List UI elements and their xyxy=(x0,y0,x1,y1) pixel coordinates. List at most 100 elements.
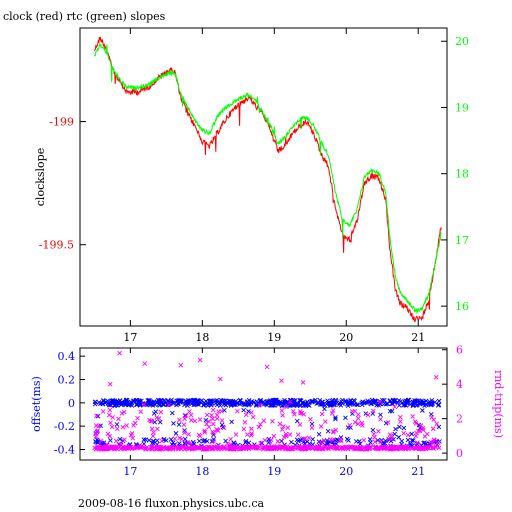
scatter-point xyxy=(401,402,406,408)
top-x-tick-label: 19 xyxy=(267,331,281,344)
scatter-point xyxy=(208,402,214,407)
scatter-point xyxy=(333,398,339,404)
scatter-point xyxy=(401,430,406,436)
scatter-point xyxy=(157,446,163,452)
scatter-point xyxy=(292,400,297,405)
scatter-point xyxy=(187,440,193,446)
top-panel: 17 18 19 20 21 -199 -199.5 16 17 18 19 20 clockslope xyxy=(34,27,469,344)
scatter-point xyxy=(337,400,343,406)
scatter-point xyxy=(208,398,214,404)
scatter-point xyxy=(248,400,254,406)
scatter-point xyxy=(119,410,125,416)
scatter-point xyxy=(196,438,202,444)
scatter-point xyxy=(392,404,398,410)
scatter-point xyxy=(436,402,441,407)
scatter-point xyxy=(302,446,307,452)
scatter-point xyxy=(128,432,134,438)
scatter-point xyxy=(410,438,416,443)
scatter-point xyxy=(219,418,225,423)
scatter-point xyxy=(249,410,254,415)
scatter-point xyxy=(105,431,111,437)
scatter-point xyxy=(138,409,144,415)
scatter-point xyxy=(151,399,157,404)
top-right-tick-label: 17 xyxy=(455,234,469,247)
scatter-point xyxy=(377,399,383,405)
scatter-point xyxy=(227,446,233,451)
scatter-point xyxy=(210,446,216,452)
scatter-point xyxy=(131,422,136,428)
scatter-point xyxy=(174,398,180,404)
bottom-right-tick-label: 6 xyxy=(456,344,463,357)
scatter-point xyxy=(206,424,212,430)
scatter-point xyxy=(246,440,252,446)
scatter-point xyxy=(181,422,187,428)
scatter-outlier xyxy=(197,357,203,363)
scatter-point xyxy=(376,429,381,434)
scatter-point xyxy=(241,407,246,413)
scatter-point xyxy=(372,435,377,440)
scatter-point xyxy=(182,416,187,422)
scatter-point xyxy=(195,399,201,405)
scatter-point xyxy=(153,409,159,415)
scatter-point xyxy=(101,440,107,446)
scatter-point xyxy=(396,434,402,440)
scatter-point xyxy=(330,408,336,413)
scatter-point xyxy=(322,406,327,412)
scatter-point xyxy=(243,412,249,418)
scatter-point xyxy=(347,422,353,428)
scatter-point xyxy=(370,427,376,433)
scatter-point xyxy=(270,445,276,451)
scatter-point xyxy=(414,430,419,436)
scatter-point xyxy=(122,445,128,450)
scatter-point xyxy=(295,402,301,407)
scatter-point xyxy=(116,416,121,422)
scatter-point xyxy=(161,397,167,403)
scatter-point xyxy=(215,427,220,433)
scatter-point xyxy=(159,438,165,444)
scatter-point xyxy=(352,420,358,425)
scatter-point xyxy=(423,402,429,408)
scatter-point xyxy=(306,403,312,408)
scatter-point xyxy=(114,426,120,432)
scatter-point xyxy=(151,430,156,435)
scatter-point xyxy=(430,426,436,432)
scatter-point xyxy=(233,432,239,437)
scatter-point xyxy=(247,445,253,450)
scatter-point xyxy=(322,419,328,424)
scatter-point xyxy=(149,445,154,450)
scatter-point xyxy=(187,446,192,451)
scatter-point xyxy=(270,418,275,424)
scatter-point xyxy=(329,411,335,416)
top-right-tick-label: 16 xyxy=(455,300,469,313)
scatter-outlier xyxy=(142,361,148,366)
scatter-point xyxy=(390,401,396,407)
scatter-point xyxy=(114,422,120,427)
scatter-point xyxy=(303,403,308,409)
scatter-point xyxy=(420,408,425,413)
scatter-point xyxy=(378,439,384,445)
scatter-point xyxy=(229,419,234,425)
scatter-point xyxy=(117,436,123,442)
scatter-point xyxy=(178,400,183,405)
scatter-point xyxy=(326,444,332,450)
scatter-point xyxy=(212,445,218,450)
scatter-point xyxy=(355,416,361,421)
scatter-point xyxy=(93,446,99,452)
scatter-point xyxy=(200,439,206,444)
scatter-point xyxy=(150,433,156,439)
scatter-point xyxy=(110,398,116,404)
bottom-left-tick-label: -0.2 xyxy=(54,420,75,433)
scatter-point xyxy=(97,401,103,406)
scatter-point xyxy=(192,418,198,424)
scatter-point xyxy=(228,398,233,404)
scatter-point xyxy=(261,418,267,424)
scatter-point xyxy=(382,401,387,406)
top-right-tick-label: 20 xyxy=(455,35,469,48)
scatter-point xyxy=(135,415,140,421)
scatter-point xyxy=(310,446,315,452)
scatter-point xyxy=(142,445,148,451)
scatter-point xyxy=(388,444,394,450)
scatter-point xyxy=(383,438,388,444)
